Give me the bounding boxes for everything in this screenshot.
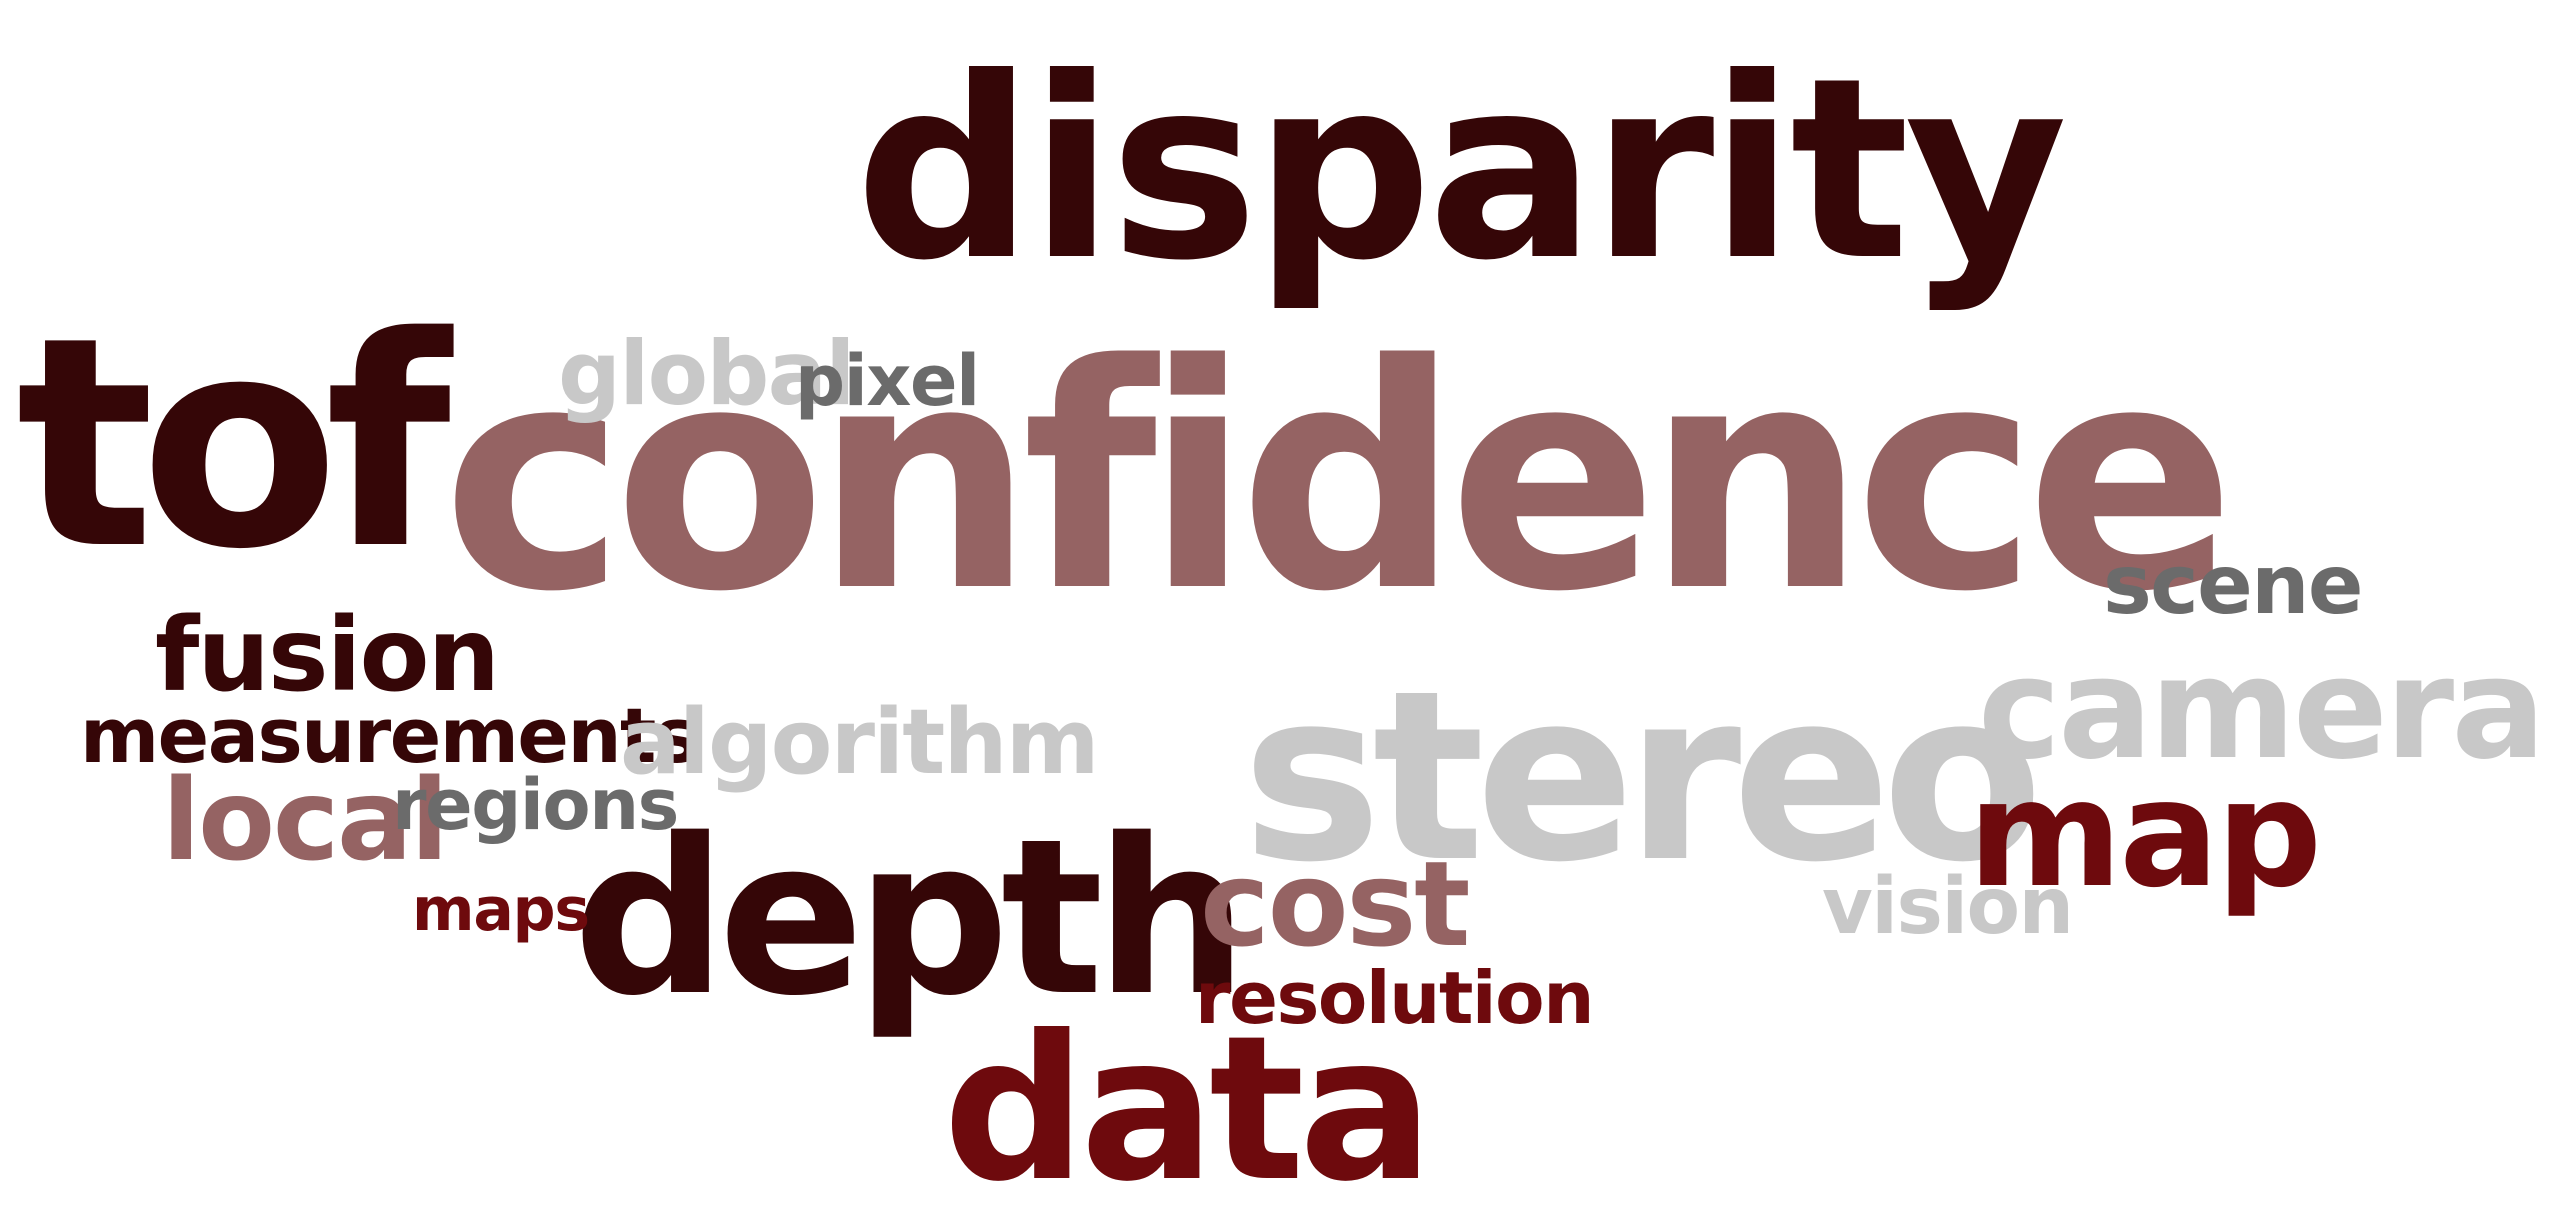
word-data: data xyxy=(943,993,1434,1226)
word-depth: depth xyxy=(573,792,1248,1043)
word-algorithm: algorithm xyxy=(620,690,1100,795)
word-vision: vision xyxy=(1822,862,2074,952)
word-maps: maps xyxy=(412,875,590,945)
word-scene: scene xyxy=(2103,538,2363,633)
word-regions: regions xyxy=(392,764,679,846)
word-tof: tof xyxy=(16,276,451,613)
word-fusion: fusion xyxy=(155,596,500,715)
word-confidence: confidence xyxy=(442,299,2236,660)
word-local: local xyxy=(162,756,449,886)
word-resolution: resolution xyxy=(1195,956,1594,1040)
word-stereo: stereo xyxy=(1242,641,2043,914)
word-camera: camera xyxy=(1978,628,2546,791)
word-disparity: disparity xyxy=(855,24,2068,315)
word-map: map xyxy=(1968,748,2322,920)
word-cost: cost xyxy=(1200,835,1471,973)
word-measurements: measurements xyxy=(80,691,700,780)
word-pixel: pixel xyxy=(795,340,980,422)
word-global: global xyxy=(558,322,855,425)
